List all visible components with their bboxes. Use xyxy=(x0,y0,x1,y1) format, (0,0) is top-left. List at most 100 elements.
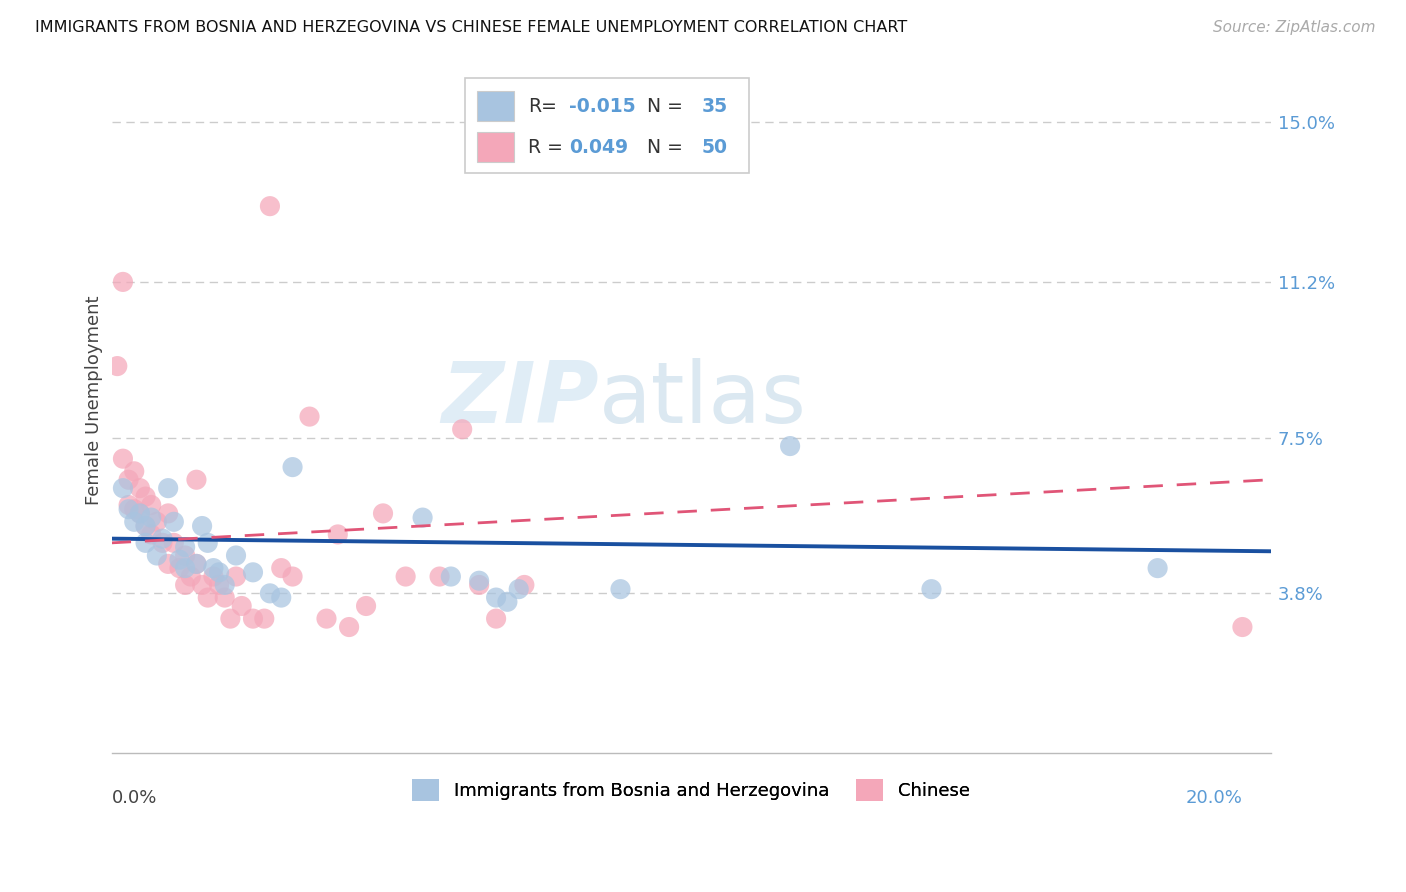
Point xyxy=(225,569,247,583)
Point xyxy=(508,582,530,596)
Point xyxy=(129,507,152,521)
Point xyxy=(141,527,163,541)
Point xyxy=(174,549,197,563)
Point xyxy=(197,591,219,605)
Point xyxy=(214,578,236,592)
Text: ZIP: ZIP xyxy=(441,359,599,442)
Text: N =: N = xyxy=(647,138,683,157)
Text: 20.0%: 20.0% xyxy=(1185,789,1243,806)
Text: 0.049: 0.049 xyxy=(569,138,628,157)
Point xyxy=(208,566,231,580)
Point xyxy=(440,569,463,583)
Point xyxy=(191,519,214,533)
Point xyxy=(242,566,264,580)
Point xyxy=(225,549,247,563)
Point xyxy=(186,557,208,571)
Point xyxy=(163,515,186,529)
Point xyxy=(157,507,180,521)
Point xyxy=(197,536,219,550)
Point xyxy=(485,591,508,605)
Point xyxy=(468,578,491,592)
Text: 0.0%: 0.0% xyxy=(111,789,157,806)
Text: N =: N = xyxy=(647,97,683,116)
Point xyxy=(429,569,451,583)
Point xyxy=(231,599,253,613)
Point xyxy=(253,612,276,626)
FancyBboxPatch shape xyxy=(477,92,513,121)
Point xyxy=(105,359,128,373)
Text: R=: R= xyxy=(527,97,557,116)
Point xyxy=(146,515,169,529)
Point xyxy=(779,439,801,453)
Point xyxy=(270,561,292,575)
Point xyxy=(191,578,214,592)
Point xyxy=(135,490,157,504)
Point xyxy=(129,507,152,521)
Point xyxy=(174,561,197,575)
FancyBboxPatch shape xyxy=(477,133,513,162)
Point xyxy=(186,557,208,571)
Point xyxy=(395,569,418,583)
FancyBboxPatch shape xyxy=(465,78,749,174)
Text: 50: 50 xyxy=(702,138,727,157)
Point xyxy=(135,536,157,550)
Point xyxy=(141,510,163,524)
Point xyxy=(326,527,349,541)
Point xyxy=(111,451,134,466)
Point xyxy=(259,586,281,600)
Point xyxy=(315,612,337,626)
Point xyxy=(157,481,180,495)
Text: -0.015: -0.015 xyxy=(569,97,636,116)
Point xyxy=(146,549,169,563)
Point xyxy=(169,561,191,575)
Text: 35: 35 xyxy=(702,97,728,116)
Legend: Immigrants from Bosnia and Herzegovina, Chinese: Immigrants from Bosnia and Herzegovina, … xyxy=(405,772,977,808)
Point xyxy=(163,536,186,550)
Text: R =: R = xyxy=(527,138,562,157)
Point xyxy=(174,578,197,592)
Point xyxy=(270,591,292,605)
Point xyxy=(920,582,942,596)
Point xyxy=(354,599,377,613)
Point xyxy=(1232,620,1254,634)
Text: atlas: atlas xyxy=(599,359,807,442)
Point xyxy=(468,574,491,588)
Point xyxy=(174,540,197,554)
Point xyxy=(214,591,236,605)
Point xyxy=(122,515,145,529)
Point xyxy=(496,595,519,609)
Point xyxy=(1146,561,1168,575)
Point xyxy=(371,507,394,521)
Point xyxy=(135,519,157,533)
Point xyxy=(117,502,139,516)
Point xyxy=(513,578,536,592)
Point xyxy=(152,536,174,550)
Point xyxy=(129,481,152,495)
Point xyxy=(141,498,163,512)
Point xyxy=(485,612,508,626)
Point xyxy=(609,582,631,596)
Point xyxy=(152,532,174,546)
Point xyxy=(135,519,157,533)
Point xyxy=(242,612,264,626)
Point xyxy=(186,473,208,487)
Point xyxy=(122,464,145,478)
Point xyxy=(111,481,134,495)
Y-axis label: Female Unemployment: Female Unemployment xyxy=(86,295,103,505)
Point xyxy=(202,569,225,583)
Point xyxy=(122,502,145,516)
Point xyxy=(202,561,225,575)
Point xyxy=(169,552,191,566)
Point xyxy=(219,612,242,626)
Point xyxy=(451,422,474,436)
Text: Source: ZipAtlas.com: Source: ZipAtlas.com xyxy=(1212,20,1375,35)
Point xyxy=(117,498,139,512)
Point xyxy=(412,510,434,524)
Point xyxy=(157,557,180,571)
Text: IMMIGRANTS FROM BOSNIA AND HERZEGOVINA VS CHINESE FEMALE UNEMPLOYMENT CORRELATIO: IMMIGRANTS FROM BOSNIA AND HERZEGOVINA V… xyxy=(35,20,907,35)
Point xyxy=(281,460,304,475)
Point xyxy=(208,578,231,592)
Point xyxy=(117,473,139,487)
Point xyxy=(259,199,281,213)
Point xyxy=(281,569,304,583)
